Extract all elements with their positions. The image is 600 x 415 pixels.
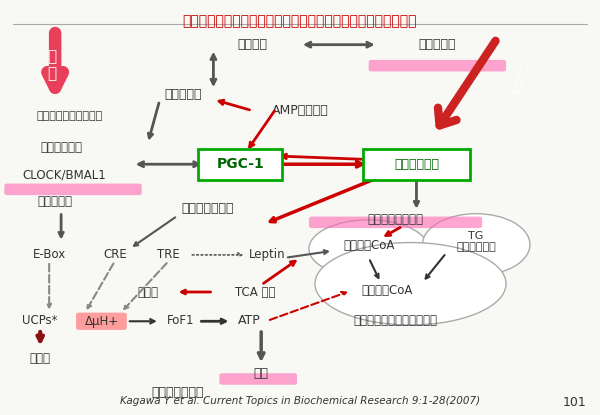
- Text: 大脳皮質: 大脳皮質: [237, 38, 267, 51]
- Text: 精神活性化: 精神活性化: [419, 38, 456, 51]
- Text: エネルギー源: エネルギー源: [394, 158, 439, 171]
- Text: ミトコンドリア: ミトコンドリア: [151, 386, 204, 399]
- Text: アセチルCoA: アセチルCoA: [343, 239, 394, 252]
- FancyBboxPatch shape: [363, 149, 470, 180]
- FancyBboxPatch shape: [76, 312, 127, 330]
- FancyBboxPatch shape: [220, 373, 297, 385]
- FancyBboxPatch shape: [309, 217, 482, 228]
- Text: メタボリックシンドローム: メタボリックシンドローム: [353, 314, 437, 327]
- Text: FoF1: FoF1: [167, 314, 194, 327]
- Text: Leptin: Leptin: [249, 249, 286, 261]
- Text: 呼吸鎖: 呼吸鎖: [137, 286, 158, 298]
- Text: マロニルCoA: マロニルCoA: [361, 284, 412, 297]
- Ellipse shape: [309, 220, 428, 278]
- Text: 視交叉上核: 視交叉上核: [165, 88, 202, 101]
- FancyArrowPatch shape: [438, 41, 496, 125]
- Text: 日周リズムの位相調節: 日周リズムの位相調節: [37, 110, 103, 121]
- Text: 朝
日: 朝 日: [47, 49, 57, 81]
- Text: TG
（中性脂肪）: TG （中性脂肪）: [457, 230, 496, 252]
- Text: 末梢時計遺伝子: 末梢時計遺伝子: [181, 202, 233, 215]
- Ellipse shape: [422, 214, 530, 276]
- Text: E-Box: E-Box: [32, 249, 66, 261]
- Text: PGC-1: PGC-1: [217, 157, 264, 171]
- Text: TRE: TRE: [157, 249, 180, 261]
- Text: CLOCK/BMAL1: CLOCK/BMAL1: [22, 169, 106, 182]
- Ellipse shape: [315, 242, 506, 325]
- Text: AMPキナーゼ: AMPキナーゼ: [272, 104, 328, 117]
- Text: グルコース輸送体: グルコース輸送体: [368, 212, 424, 225]
- Text: 運動: 運動: [254, 367, 269, 380]
- Text: CRE: CRE: [103, 249, 127, 261]
- Text: TCA 回路: TCA 回路: [235, 286, 275, 298]
- FancyBboxPatch shape: [4, 183, 142, 195]
- Text: 101: 101: [563, 395, 587, 409]
- FancyBboxPatch shape: [199, 149, 282, 180]
- Text: ΔμH+: ΔμH+: [85, 315, 119, 328]
- Text: UCPs*: UCPs*: [22, 314, 58, 327]
- Text: 熱発生: 熱発生: [30, 352, 51, 365]
- Text: ATP: ATP: [238, 314, 260, 327]
- Text: 朝食が時計遺伝子に関係し、活力を生み出すしくみ（模式図）: 朝食が時計遺伝子に関係し、活力を生み出すしくみ（模式図）: [183, 15, 417, 29]
- Text: Kagawa Y et al. Current Topics in Biochemical Research 9:1-28(2007): Kagawa Y et al. Current Topics in Bioche…: [120, 396, 480, 406]
- Text: 主時計遺伝子: 主時計遺伝子: [40, 141, 82, 154]
- Text: 朝
食: 朝 食: [510, 61, 530, 95]
- FancyBboxPatch shape: [368, 60, 506, 71]
- Text: 交感神経系: 交感神経系: [38, 195, 73, 208]
